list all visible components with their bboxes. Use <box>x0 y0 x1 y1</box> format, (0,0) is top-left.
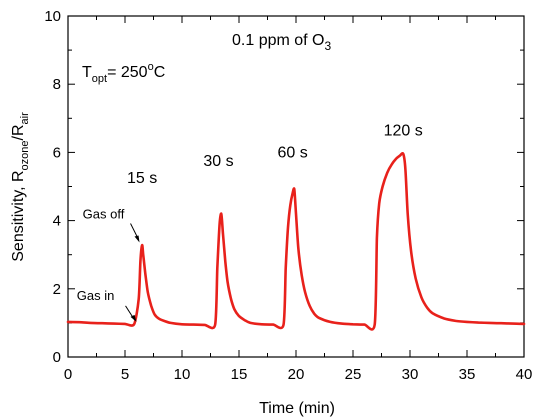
x-tick-label: 0 <box>64 366 72 383</box>
temperature-superscript: o <box>148 61 154 73</box>
x-tick-label: 40 <box>516 366 533 383</box>
x-tick-label: 25 <box>345 366 362 383</box>
gas-off-label: Gas off <box>83 206 125 221</box>
x-tick-label: 15 <box>231 366 248 383</box>
sensitivity-series-line <box>66 152 526 331</box>
pulse-duration-label: 120 s <box>384 122 423 139</box>
temperature-label: Topt= 250oC <box>82 61 165 85</box>
x-tick-label: 10 <box>174 366 191 383</box>
series-group <box>66 152 526 331</box>
x-axis-ticks: 0 5 10 15 20 25 30 35 40 <box>64 16 533 383</box>
pulse-duration-label: 15 s <box>127 170 157 187</box>
y-tick-label: 6 <box>53 144 61 161</box>
x-tick-label: 5 <box>121 366 129 383</box>
gas-in-arrowhead <box>130 314 137 322</box>
gas-off-arrowhead <box>134 235 140 243</box>
concentration-subscript: 3 <box>325 39 332 53</box>
y-tick-label: 8 <box>53 76 61 93</box>
pulse-duration-label: 30 s <box>203 153 233 170</box>
y-tick-label: 10 <box>44 8 61 25</box>
x-axis-title: Time (min) <box>259 400 335 417</box>
y-axis-subscript-2: air <box>19 112 31 125</box>
gas-in-label: Gas in <box>77 288 115 303</box>
y-tick-label: 4 <box>53 213 61 230</box>
pulse-duration-label: 60 s <box>277 145 307 162</box>
y-axis-subscript-1: ozone <box>19 140 31 170</box>
y-axis-title: Sensitivity, Rozone/Rair <box>10 112 31 262</box>
x-tick-label: 35 <box>459 366 476 383</box>
y-axis-ticks: 0 2 4 6 8 10 <box>44 8 524 366</box>
x-tick-label: 20 <box>288 366 305 383</box>
x-tick-label: 30 <box>402 366 419 383</box>
concentration-label: 0.1 ppm of O3 <box>232 32 332 53</box>
y-tick-label: 2 <box>53 281 61 298</box>
y-tick-label: 0 <box>53 349 61 366</box>
annotations: 0.1 ppm of O3 Topt= 250oC 15 s 30 s 60 s 12… <box>77 32 423 322</box>
temperature-subscript: opt <box>92 73 107 85</box>
